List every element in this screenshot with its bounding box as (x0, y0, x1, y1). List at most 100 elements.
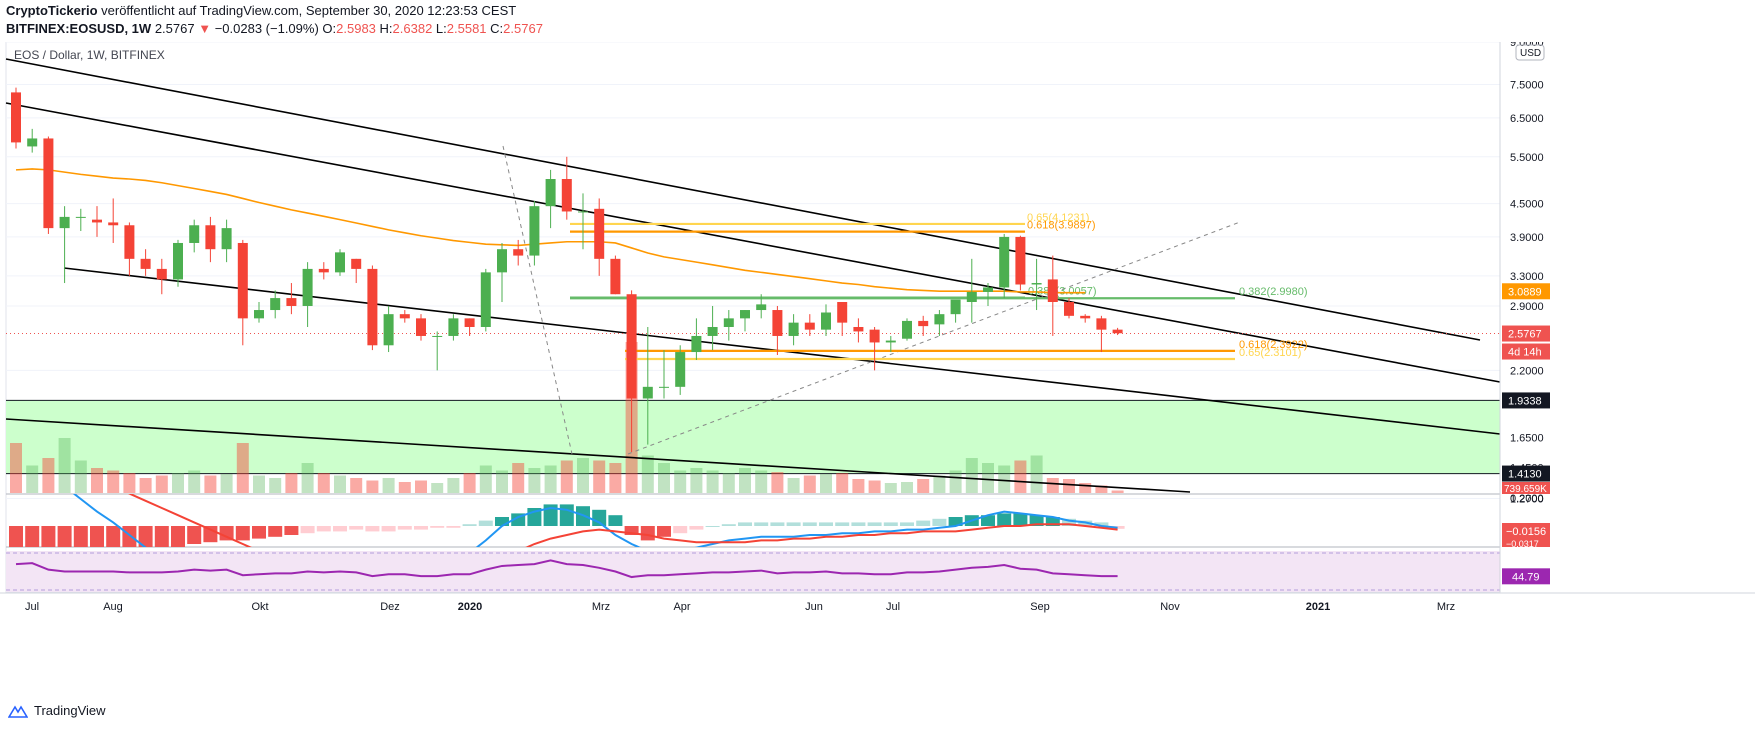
candle-body (108, 222, 119, 226)
author-name[interactable]: CryptoTickerio (6, 3, 98, 18)
y-tick-label: 4.5000 (1510, 199, 1544, 211)
macd-histogram-bar (624, 526, 639, 535)
candle-body (626, 294, 637, 399)
candle-body (950, 299, 961, 315)
volume-bar (42, 458, 55, 493)
macd-histogram-bar (900, 522, 914, 526)
x-tick-label: Aug (103, 601, 123, 613)
candle-body (918, 320, 929, 327)
macd-histogram-bar (333, 526, 347, 532)
volume-bar (998, 465, 1011, 493)
macd-histogram-bar (802, 522, 817, 526)
volume-bar (236, 443, 249, 493)
down-arrow-icon: ▼ (198, 21, 212, 36)
candle-body (869, 329, 880, 343)
macd-value-tag (1502, 523, 1550, 539)
volume-bar (26, 465, 39, 493)
macd-histogram-bar (57, 526, 72, 547)
candle-body (772, 310, 783, 336)
candle-body (464, 318, 475, 327)
macd-histogram-bar (948, 517, 963, 526)
candle-body (140, 258, 151, 269)
candle-body (1080, 315, 1091, 319)
x-tick-label: Dez (380, 601, 400, 613)
channel-line (5, 418, 1191, 493)
volume-bar (1063, 479, 1075, 493)
macd-histogram-bar (106, 526, 121, 547)
x-tick-label: Apr (673, 601, 690, 613)
candle-body (1096, 318, 1107, 330)
macd-histogram-bar (705, 526, 720, 527)
publish-info: CryptoTickerio veröffentlicht auf Tradin… (6, 2, 1746, 20)
macd-histogram-bar (673, 526, 688, 534)
candle-body (983, 287, 993, 292)
symbol-label: BITFINEX:EOSUSD, 1W (6, 21, 152, 36)
macd-histogram-bar (349, 526, 364, 530)
fib-label: 0.382(3.0057) (1028, 286, 1097, 298)
y-tick-label: 3.9000 (1510, 232, 1544, 244)
footer: TradingView (8, 703, 106, 718)
volume-bar (803, 475, 816, 493)
candle-body (92, 219, 102, 223)
volume-bar (1046, 478, 1059, 493)
volume-bar (139, 478, 152, 493)
candle-body (11, 92, 21, 143)
price-tag (1502, 325, 1550, 342)
macd-histogram-bar (867, 522, 882, 526)
candle-body (561, 179, 572, 212)
volume-bar (1014, 460, 1027, 493)
y-tick-label: 7.5000 (1510, 79, 1544, 91)
macd-value-text: −0.0156 (1506, 526, 1546, 538)
volume-bar (690, 468, 703, 493)
volume-bar (658, 463, 670, 493)
macd-pane (6, 493, 1500, 548)
chart-header: CryptoTickerio veröffentlicht auf Tradin… (6, 2, 1746, 38)
macd-histogram-bar (932, 518, 947, 526)
zone-fill (6, 400, 1500, 474)
price-tag-text: 3.0889 (1508, 286, 1542, 298)
signal-value-tag (1502, 539, 1550, 547)
volume-bar (982, 463, 994, 493)
volume-bar (674, 470, 687, 493)
volume-bar (496, 470, 508, 493)
candle-body (1047, 279, 1058, 302)
volume-bar (739, 468, 751, 493)
macd-histogram-bar (592, 509, 607, 526)
volume-bar (917, 479, 930, 493)
fib-label: 0.65(2.3101) (1239, 347, 1301, 359)
volume-tag-text: 739.659K (1504, 484, 1547, 495)
volume-bar (771, 472, 784, 493)
price-tag (1502, 465, 1550, 482)
candle-body (237, 242, 248, 319)
volume-bar (317, 473, 330, 493)
candle-body (1015, 236, 1026, 285)
volume-bar (155, 475, 168, 493)
close-label: C: (490, 21, 504, 36)
grid (5, 42, 1501, 593)
dashed-trend-line (627, 221, 1241, 455)
x-tick-label: Mrz (592, 601, 610, 613)
volume-bar (74, 460, 87, 493)
macd-histogram-bar (122, 526, 137, 547)
macd-histogram-bar (640, 526, 655, 541)
macd-histogram-bar (786, 522, 801, 526)
currency-badge (1515, 44, 1545, 61)
macd-histogram-bar (414, 526, 428, 530)
candle-body (480, 272, 491, 327)
volume-bar (577, 458, 589, 493)
volume-bar (398, 482, 411, 493)
volume-bar (188, 470, 201, 493)
volume-bar (609, 463, 622, 493)
price-chart[interactable]: 0.65(4.1231)0.618(3.9897) 0.382(3.0057) 0.… (0, 42, 1755, 692)
macd-histogram-bar (462, 524, 477, 526)
last-price: 2.5767 (154, 21, 195, 36)
candle-body (43, 138, 54, 229)
volume-bar (1095, 485, 1108, 493)
volume-bar (58, 438, 71, 493)
high-value: 2.6382 (392, 21, 433, 36)
candle-body (286, 298, 297, 306)
volume-bar (285, 473, 298, 493)
candle-body (902, 320, 912, 339)
candle-body (497, 249, 507, 273)
volume-bar (1030, 455, 1043, 493)
